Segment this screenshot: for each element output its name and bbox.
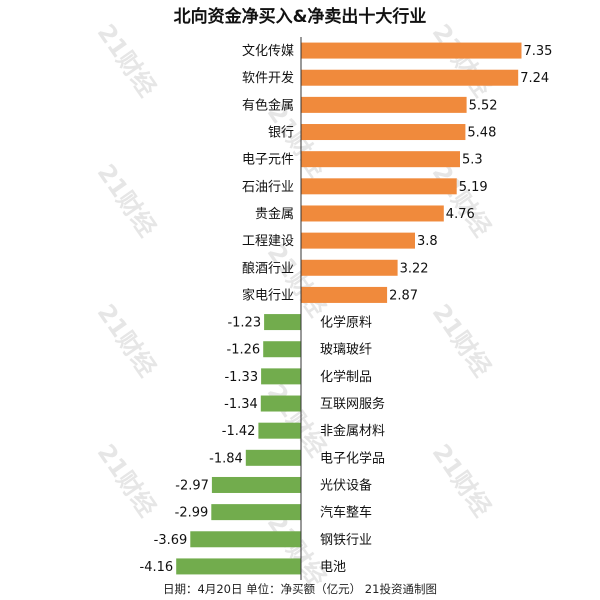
bar-negative — [190, 531, 301, 548]
category-label: 电子化学品 — [320, 450, 385, 466]
watermark-text: 21财经 — [427, 439, 497, 522]
value-label: -1.84 — [209, 451, 243, 466]
value-label: -2.97 — [175, 478, 209, 493]
bar-negative — [211, 504, 301, 521]
category-label: 银行 — [268, 126, 294, 141]
category-label: 非金属材料 — [320, 423, 385, 439]
bar-negative — [245, 449, 301, 466]
value-label: -1.33 — [224, 370, 258, 385]
bar-positive — [301, 42, 522, 59]
bar-positive — [301, 232, 415, 249]
value-label: 3.8 — [417, 234, 438, 249]
bar-positive — [301, 259, 398, 276]
chart-footer: 日期：4月20日 单位：净买额（亿元） 21投资通制图 — [163, 582, 437, 596]
value-label: 3.22 — [400, 261, 429, 276]
category-label: 石油行业 — [242, 180, 294, 195]
category-label: 贵金属 — [255, 206, 294, 222]
watermark-text: 21财经 — [92, 299, 162, 382]
category-label: 有色金属 — [242, 97, 294, 113]
watermark-text: 21财经 — [427, 159, 497, 242]
watermark-text: 21财经 — [427, 19, 497, 102]
value-label: -2.99 — [175, 506, 209, 521]
bar-negative — [176, 558, 301, 575]
bar-positive — [301, 69, 519, 86]
bar-negative — [211, 476, 301, 493]
category-label: 软件开发 — [242, 70, 294, 86]
watermark-text: 21财经 — [262, 509, 332, 592]
category-label: 钢铁行业 — [320, 533, 372, 548]
bar-positive — [301, 124, 466, 141]
value-label: 5.52 — [469, 98, 498, 113]
value-label: -3.69 — [154, 533, 188, 548]
bar-positive — [301, 151, 460, 168]
category-label: 光伏设备 — [320, 477, 372, 493]
category-label: 汽车整车 — [320, 505, 372, 521]
value-label: -1.26 — [227, 343, 261, 358]
category-label: 电池 — [320, 560, 346, 575]
bar-positive — [301, 286, 388, 303]
category-label: 电子元件 — [242, 153, 294, 168]
value-label: 5.19 — [459, 180, 488, 195]
bar-positive — [301, 178, 457, 195]
category-label: 玻璃玻纤 — [320, 343, 372, 358]
bar-negative — [263, 341, 301, 358]
bar-negative — [261, 368, 301, 385]
bar-negative — [258, 422, 301, 439]
watermark-text: 21财经 — [427, 299, 497, 382]
value-label: -1.34 — [224, 397, 258, 412]
bar-negative — [260, 395, 301, 412]
category-label: 文化传媒 — [242, 44, 294, 59]
bar-positive — [301, 205, 444, 222]
value-label: 2.87 — [389, 288, 418, 303]
watermark-text: 21财经 — [262, 379, 332, 462]
watermark-text: 21财经 — [262, 239, 332, 322]
value-label: 4.76 — [446, 207, 475, 222]
value-label: 5.48 — [467, 126, 496, 141]
bar-positive — [301, 96, 467, 113]
chart-title: 北向资金净买入&净卖出十大行业 — [173, 7, 427, 27]
category-label: 化学制品 — [320, 369, 372, 385]
watermark-text: 21财经 — [92, 159, 162, 242]
value-label: -4.16 — [140, 560, 174, 575]
category-label: 化学原料 — [320, 315, 372, 331]
watermark-text: 21财经 — [92, 19, 162, 102]
bars-layer: 文化传媒 7.35 软件开发 7.24 有色金属 5.52 银行 5.48 电子元件 5.3 石油行… — [140, 42, 553, 575]
value-label: 7.35 — [524, 44, 553, 59]
watermark-text: 21财经 — [92, 439, 162, 522]
category-label: 家电行业 — [242, 287, 294, 303]
category-label: 酿酒行业 — [242, 260, 294, 276]
value-label: 5.3 — [462, 153, 483, 168]
value-label: -1.23 — [227, 316, 261, 331]
bar-negative — [264, 314, 301, 331]
category-label: 互联网服务 — [320, 396, 385, 412]
value-label: -1.42 — [222, 424, 256, 439]
category-label: 工程建设 — [242, 234, 294, 249]
value-label: 7.24 — [520, 71, 549, 86]
